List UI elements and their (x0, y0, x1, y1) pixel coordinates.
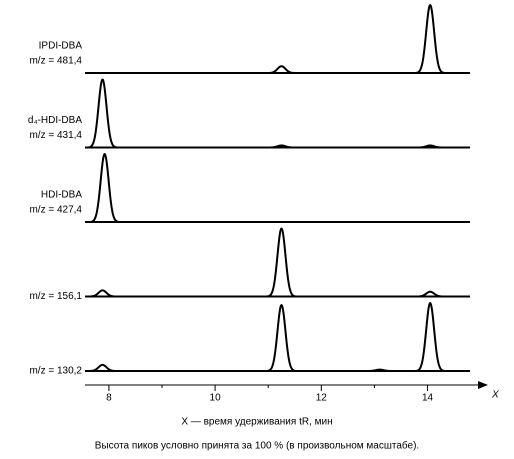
trace-mz: m/z = 481,4 (29, 56, 82, 67)
footnote: Высота пиков условно принята за 100 % (в… (95, 440, 419, 452)
peak (86, 289, 119, 298)
trace-mz: m/z = 130,2 (29, 366, 82, 377)
trace-mz: m/z = 427,4 (29, 205, 82, 216)
peak (86, 363, 119, 372)
x-axis-label: X — время удерживания tR, мин (181, 417, 332, 428)
x-axis-symbol: X (491, 390, 499, 401)
peak (413, 302, 447, 372)
trace-name: IPDI-DBA (39, 41, 83, 52)
x-tick-label: 10 (210, 393, 222, 404)
trace-mz: m/z = 156,1 (29, 291, 82, 302)
peak (88, 153, 122, 223)
x-tick-label: 14 (422, 393, 434, 404)
trace-mz: m/z = 431,4 (29, 130, 82, 141)
x-tick-label: 8 (106, 393, 112, 404)
x-tick-label: 12 (316, 393, 328, 404)
peak (86, 78, 119, 149)
peak (265, 144, 298, 149)
peak (265, 65, 298, 74)
peak (413, 290, 447, 298)
axis-arrow (478, 381, 488, 389)
peak (265, 227, 298, 298)
peak (265, 304, 298, 372)
peak (363, 368, 397, 372)
trace-name: HDI-DBA (41, 190, 82, 201)
peak (413, 4, 447, 74)
peak (413, 144, 447, 149)
trace-name: d₄-HDI-DBA (28, 115, 82, 126)
